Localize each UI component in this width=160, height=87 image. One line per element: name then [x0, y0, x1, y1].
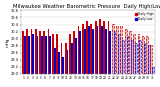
Bar: [131, 40, 133, 74]
Bar: [139, 40, 141, 74]
Bar: [62, 57, 64, 74]
Bar: [22, 31, 24, 74]
Bar: [41, 36, 43, 74]
Bar: [146, 36, 148, 74]
Bar: [75, 38, 77, 74]
Bar: [86, 21, 88, 74]
Bar: [99, 19, 101, 74]
Bar: [114, 31, 116, 74]
Bar: [56, 34, 58, 74]
Bar: [116, 26, 118, 74]
Bar: [138, 34, 139, 74]
Bar: [120, 26, 122, 74]
Bar: [79, 31, 81, 74]
Bar: [52, 34, 54, 74]
Bar: [105, 29, 107, 74]
Bar: [116, 26, 118, 74]
Bar: [125, 29, 127, 74]
Bar: [60, 43, 62, 74]
Y-axis label: inHg: inHg: [5, 37, 9, 47]
Bar: [148, 45, 150, 74]
Bar: [112, 24, 114, 74]
Bar: [133, 34, 135, 74]
Bar: [91, 24, 92, 74]
Bar: [97, 26, 98, 74]
Bar: [37, 36, 38, 74]
Bar: [129, 31, 131, 74]
Bar: [148, 45, 150, 74]
Bar: [122, 40, 124, 74]
Bar: [118, 34, 120, 74]
Bar: [54, 48, 56, 74]
Bar: [103, 21, 105, 74]
Bar: [67, 50, 68, 74]
Bar: [127, 36, 128, 74]
Bar: [138, 34, 139, 74]
Bar: [146, 36, 148, 74]
Bar: [24, 36, 26, 74]
Bar: [88, 26, 90, 74]
Bar: [133, 34, 135, 74]
Bar: [48, 29, 49, 74]
Bar: [144, 43, 145, 74]
Bar: [127, 36, 128, 74]
Bar: [131, 40, 133, 74]
Bar: [108, 21, 109, 74]
Bar: [101, 26, 103, 74]
Bar: [58, 52, 60, 74]
Bar: [31, 29, 32, 74]
Bar: [84, 29, 85, 74]
Bar: [78, 26, 79, 74]
Bar: [150, 45, 152, 74]
Bar: [71, 43, 73, 74]
Bar: [150, 45, 152, 74]
Bar: [135, 43, 137, 74]
Bar: [35, 29, 37, 74]
Bar: [49, 36, 51, 74]
Bar: [95, 21, 97, 74]
Bar: [28, 36, 30, 74]
Title: Milwaukee Weather Barometric Pressure  Daily High/Low: Milwaukee Weather Barometric Pressure Da…: [13, 4, 160, 9]
Bar: [92, 29, 94, 74]
Bar: [39, 31, 41, 74]
Bar: [73, 31, 75, 74]
Bar: [32, 34, 34, 74]
Bar: [129, 31, 131, 74]
Bar: [82, 24, 84, 74]
Bar: [45, 36, 47, 74]
Bar: [26, 29, 28, 74]
Bar: [142, 36, 144, 74]
Bar: [109, 31, 111, 74]
Bar: [69, 34, 71, 74]
Legend: Daily High, Daily Low: Daily High, Daily Low: [135, 12, 154, 21]
Bar: [125, 29, 127, 74]
Bar: [135, 43, 137, 74]
Bar: [43, 31, 45, 74]
Bar: [65, 43, 67, 74]
Bar: [142, 36, 144, 74]
Bar: [118, 34, 120, 74]
Bar: [152, 67, 154, 74]
Bar: [112, 24, 114, 74]
Bar: [152, 67, 154, 74]
Bar: [120, 26, 122, 74]
Bar: [144, 43, 145, 74]
Bar: [114, 31, 116, 74]
Bar: [139, 40, 141, 74]
Bar: [122, 40, 124, 74]
